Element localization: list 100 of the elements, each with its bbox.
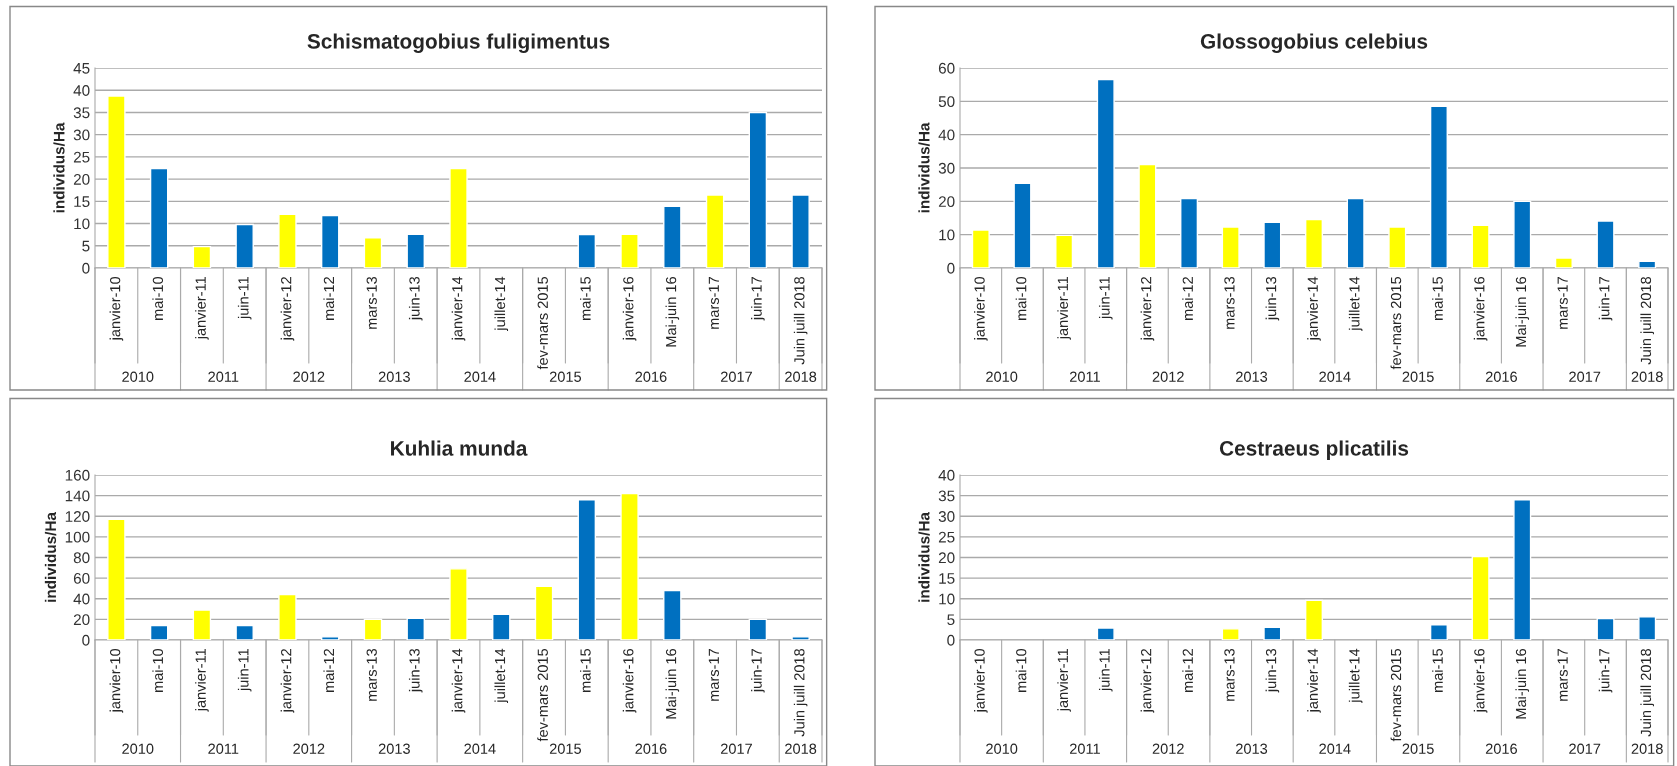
- y-tick-label: 20: [938, 196, 955, 208]
- x-tick-label: mars-17: [1557, 649, 1568, 701]
- bar: [1554, 257, 1573, 268]
- x-tick-label: janvier-12: [280, 277, 295, 341]
- bar: [1596, 617, 1615, 640]
- x-tick-label: Juin juill 2018: [793, 648, 808, 737]
- text: 2017: [720, 743, 752, 754]
- x-tick-label: janvier-16: [1473, 648, 1488, 713]
- bar: [1304, 599, 1324, 640]
- bar: [1638, 260, 1657, 268]
- bar: [748, 618, 768, 640]
- x-tick-label: mars-17: [708, 649, 719, 701]
- text: 2013: [1236, 743, 1268, 754]
- x-tick-label: mai-15: [580, 276, 591, 320]
- text: 2013: [378, 743, 410, 754]
- y-tick-label: 0: [947, 262, 955, 274]
- text: 2011: [1069, 371, 1100, 382]
- x-tick-label: juin-11: [237, 277, 252, 320]
- y-tick-label: 35: [938, 490, 955, 502]
- x-tick-label: fev-mars 2015: [537, 276, 548, 370]
- y-tick-label: 15: [74, 196, 90, 208]
- bar: [406, 617, 425, 640]
- x-tick-label: mai-10: [1015, 276, 1027, 320]
- x-tick-label: juin-17: [1598, 649, 1613, 693]
- bar: [534, 585, 554, 640]
- x-tick-label: mai-12: [323, 649, 335, 692]
- text: 2017: [1569, 371, 1601, 382]
- y-axis-title: individus/Ha: [53, 122, 65, 213]
- y-tick-label: 30: [938, 511, 955, 522]
- bar: [577, 499, 597, 640]
- x-tick-label: janvier-11: [195, 277, 209, 340]
- y-tick-label: 40: [938, 469, 955, 481]
- y-axis-title: individus/Ha: [44, 511, 57, 602]
- x-tick-label: mai-15: [580, 648, 591, 692]
- bar: [492, 613, 511, 640]
- x-tick-label: juin-17: [1598, 277, 1613, 321]
- bar: [449, 167, 468, 268]
- x-tick-label: janvier-10: [974, 276, 988, 341]
- text: 2018: [785, 371, 817, 382]
- bar: [663, 589, 682, 640]
- x-tick-label: janvier-12: [280, 649, 295, 713]
- y-tick-label: 10: [939, 229, 955, 241]
- x-tick-label: Mai-juin 16: [665, 276, 680, 347]
- bar: [1513, 499, 1532, 640]
- y-tick-label: 30: [938, 162, 955, 174]
- bar: [1221, 628, 1240, 640]
- text: 2011: [1069, 743, 1100, 754]
- x-tick-label: mai-12: [323, 277, 335, 320]
- x-tick-label: janvier-14: [451, 276, 466, 341]
- chart-title: Schismatogobius fuligimentus: [307, 33, 610, 53]
- bar: [406, 233, 425, 268]
- bar: [449, 568, 468, 640]
- bar: [791, 194, 810, 268]
- x-tick-label: juin-13: [408, 276, 423, 321]
- text: 2018: [1631, 743, 1663, 754]
- bar: [278, 593, 297, 640]
- text: 2014: [464, 743, 496, 754]
- bar: [1055, 234, 1074, 268]
- x-tick-label: juillet-14: [494, 276, 509, 331]
- x-tick-label: juin-11: [1098, 649, 1113, 692]
- x-tick-label: janvier-16: [1473, 276, 1488, 341]
- text: 2017: [1569, 743, 1601, 754]
- y-tick-label: 140: [65, 490, 90, 502]
- x-tick-label: janvier-14: [1307, 276, 1321, 341]
- bar: [1013, 182, 1032, 268]
- bar: [791, 636, 810, 640]
- text: 2016: [1485, 743, 1517, 754]
- x-tick-label: mai-15: [1432, 648, 1443, 692]
- bar: [705, 194, 725, 268]
- y-tick-label: 120: [65, 511, 90, 522]
- x-tick-label: mars-13: [1224, 648, 1235, 701]
- text: 2012: [1152, 371, 1184, 382]
- y-tick-label: 40: [73, 85, 90, 96]
- x-tick-label: juin-17: [751, 649, 765, 693]
- x-tick-label: juin-11: [237, 649, 252, 692]
- text: 2013: [378, 371, 410, 382]
- x-tick-label: janvier-11: [1057, 649, 1071, 712]
- x-tick-label: mars-13: [366, 648, 377, 701]
- x-tick-label: juin-13: [1265, 648, 1280, 693]
- bar: [235, 223, 254, 268]
- bar: [1638, 616, 1657, 640]
- bar: [1180, 197, 1199, 268]
- bar: [620, 492, 639, 640]
- x-tick-label: fev-mars 2015: [1390, 648, 1402, 742]
- text: 2012: [293, 371, 325, 382]
- bar: [363, 237, 383, 268]
- x-tick-label: janvier-16: [622, 276, 637, 341]
- text: 2012: [293, 743, 325, 754]
- x-tick-label: janvier-10: [974, 648, 988, 713]
- y-tick-label: 5: [82, 240, 90, 252]
- x-tick-label: juin-17: [751, 277, 765, 321]
- y-tick-label: 20: [73, 614, 90, 626]
- bar: [1388, 226, 1407, 268]
- bar: [663, 205, 682, 268]
- x-tick-label: mai-12: [1182, 277, 1193, 320]
- x-tick-label: juillet-14: [1348, 648, 1363, 703]
- y-tick-label: 0: [82, 634, 90, 646]
- x-tick-label: mars-17: [708, 277, 719, 329]
- x-tick-label: fev-mars 2015: [537, 648, 548, 742]
- y-tick-label: 60: [73, 572, 90, 584]
